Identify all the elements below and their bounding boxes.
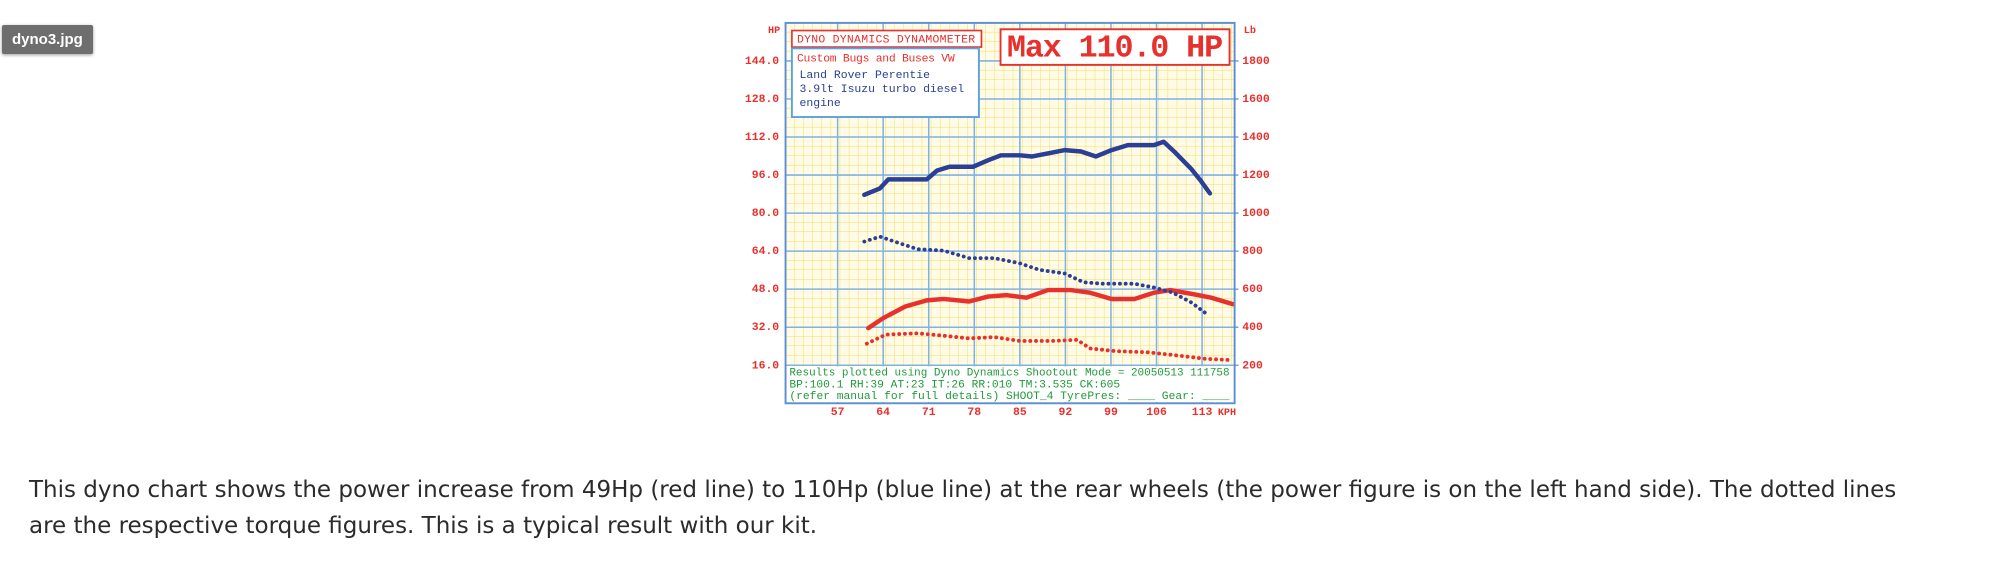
torque-line (864, 331, 1235, 363)
y-tick-label: 128.0 (745, 93, 779, 106)
x-tick-label: 92 (1059, 406, 1073, 419)
power-line (866, 287, 1235, 331)
y2-tick-label: 1200 (1242, 169, 1270, 182)
footer-box (786, 366, 1234, 403)
y2-tick-label: 800 (1242, 245, 1263, 258)
image-badge: dyno3.jpg (2, 25, 93, 54)
y-tick-label: 16.0 (752, 359, 780, 372)
x-tick-label: 71 (922, 406, 936, 419)
footer-line: (refer manual for full details) SHOOT_4 … (789, 391, 1230, 403)
y2-tick-label: 1600 (1242, 93, 1270, 106)
footer-line: BP:100.1 RH:39 AT:23 IT:26 RR:010 TM:3.5… (789, 379, 1120, 391)
y2-tick-label: 600 (1242, 283, 1263, 296)
y-tick-label: 144.0 (745, 55, 779, 68)
x-tick-label: 64 (876, 406, 890, 419)
y2-tick-label: 400 (1242, 321, 1263, 334)
y-axis-label: HP (768, 26, 780, 37)
title-box (791, 29, 983, 48)
y-tick-label: 48.0 (752, 283, 780, 296)
chart-title: DYNO DYNAMICS DYNAMOMETER (797, 33, 975, 46)
x-tick-label: 113 (1192, 406, 1213, 419)
max-annotation: Max 110.0 HP (1007, 31, 1223, 67)
y2-tick-label: 1800 (1242, 55, 1270, 68)
footer-line: Results plotted using Dyno Dynamics Shoo… (789, 368, 1229, 380)
torque-line (862, 234, 1211, 318)
y2-tick-label: 200 (1242, 359, 1263, 372)
caption: This dyno chart shows the power increase… (29, 477, 1897, 539)
y2-tick-label: 1400 (1242, 131, 1270, 144)
y-tick-label: 96.0 (752, 169, 780, 182)
dyno-chart: DYNO DYNAMICS DYNAMOMETER Max 110.0 HP C… (745, 21, 1270, 419)
info-line: Land Rover Perentie (800, 69, 931, 82)
x-tick-label: 57 (831, 406, 845, 419)
x-tick-label: 99 (1104, 406, 1118, 419)
power-line (862, 139, 1213, 197)
y2-axis-label: Lb (1244, 25, 1256, 37)
y2-tick-label: 1000 (1242, 207, 1270, 220)
x-tick-label: 85 (1013, 406, 1027, 419)
max-box (999, 28, 1231, 66)
y-tick-label: 32.0 (752, 321, 780, 334)
y-tick-label: 64.0 (752, 245, 780, 258)
x-axis-label: KPH (1218, 408, 1236, 419)
y-tick-label: 112.0 (745, 131, 779, 144)
info-line: engine (800, 97, 841, 110)
info-box (790, 47, 980, 118)
x-tick-label: 78 (967, 406, 981, 419)
info-title: Custom Bugs and Buses VW (797, 53, 955, 66)
info-line: 3.9lt Isuzu turbo diesel (800, 83, 965, 96)
y-tick-label: 80.0 (752, 207, 780, 220)
x-tick-label: 106 (1146, 406, 1167, 419)
